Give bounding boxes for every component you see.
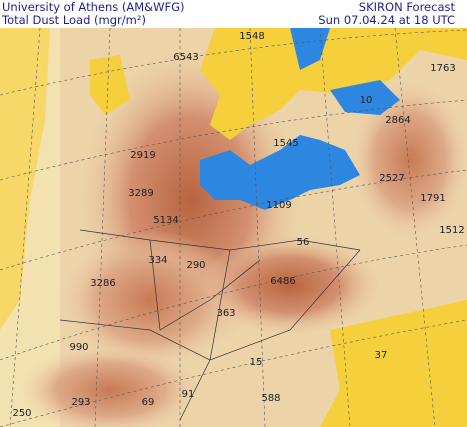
dust-plume bbox=[60, 230, 240, 370]
dust-value-label: 990 bbox=[69, 342, 88, 353]
product: Total Dust Load (mgr/m²) bbox=[1, 13, 146, 27]
low-dust-west bbox=[0, 28, 50, 330]
dust-value-label: 10 bbox=[360, 95, 373, 106]
dust-value-label: 2527 bbox=[379, 173, 404, 184]
dust-value-label: 91 bbox=[182, 389, 195, 400]
dust-value-label: 1791 bbox=[420, 193, 445, 204]
dust-value-label: 2919 bbox=[130, 150, 155, 161]
dust-value-label: 293 bbox=[71, 397, 90, 408]
dust-value-label: 5134 bbox=[153, 215, 178, 226]
dust-value-label: 1548 bbox=[239, 31, 264, 42]
dust-value-label: 1512 bbox=[439, 225, 464, 236]
dust-plume bbox=[20, 345, 200, 427]
black-sea bbox=[330, 80, 400, 115]
dust-value-label: 15 bbox=[250, 357, 263, 368]
dust-value-label: 334 bbox=[148, 255, 167, 266]
dust-value-label: 2864 bbox=[385, 115, 410, 126]
dust-value-label: 588 bbox=[261, 393, 280, 404]
map-body bbox=[0, 27, 467, 427]
baltic bbox=[290, 28, 330, 70]
dust-value-label: 6543 bbox=[173, 52, 198, 63]
dust-value-label: 1763 bbox=[430, 63, 455, 74]
dust-value-label: 290 bbox=[186, 260, 205, 271]
dust-value-label: 363 bbox=[216, 308, 235, 319]
dust-value-label: 56 bbox=[297, 237, 310, 248]
dust-value-label: 6486 bbox=[270, 276, 295, 287]
dust-value-label: 69 bbox=[142, 397, 155, 408]
dust-value-label: 1545 bbox=[273, 138, 298, 149]
britain bbox=[90, 55, 130, 115]
dust-value-label: 250 bbox=[12, 408, 31, 419]
institution: University of Athens (AM&WFG) bbox=[2, 0, 185, 14]
model: SKIRON Forecast bbox=[359, 0, 456, 14]
low-dust-east bbox=[320, 300, 467, 427]
valid-time: Sun 07.04.24 at 18 UTC bbox=[318, 13, 455, 27]
low-dust-europe bbox=[200, 28, 467, 140]
mediterranean bbox=[200, 135, 360, 210]
header-band bbox=[0, 0, 467, 28]
borders bbox=[59, 229, 361, 421]
dust-value-label: 3289 bbox=[128, 188, 153, 199]
dust-value-label: 1109 bbox=[266, 200, 291, 211]
dust-plume bbox=[200, 235, 380, 335]
dust-value-label: 3286 bbox=[90, 278, 115, 289]
dust-value-label: 37 bbox=[375, 350, 388, 361]
graticule bbox=[0, 27, 467, 427]
